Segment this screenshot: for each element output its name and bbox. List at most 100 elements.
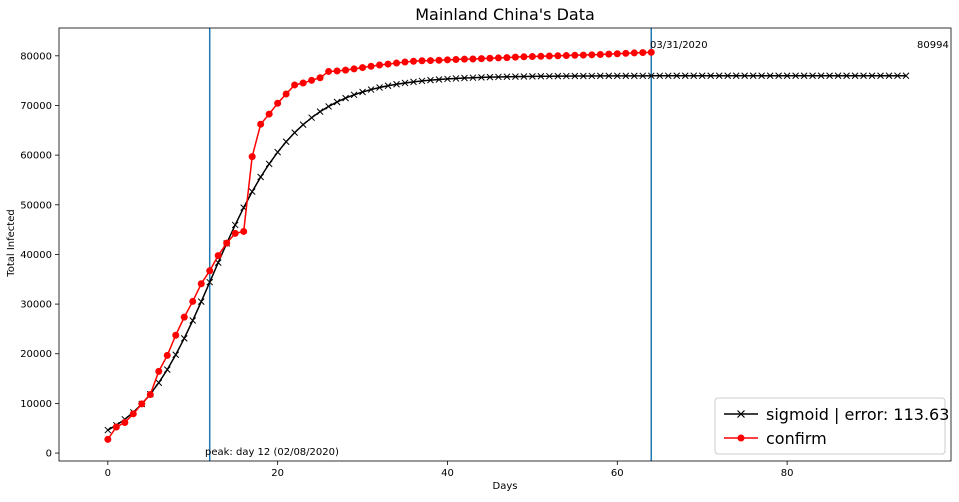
data-point xyxy=(554,72,562,80)
data-point xyxy=(155,367,163,375)
data-point xyxy=(265,160,273,168)
data-point xyxy=(112,423,120,431)
data-point xyxy=(800,72,808,80)
data-point xyxy=(520,53,528,61)
data-point xyxy=(724,72,732,80)
data-point xyxy=(639,49,647,57)
data-point xyxy=(690,72,698,80)
y-tick-label: 80000 xyxy=(20,51,52,62)
data-point xyxy=(350,65,358,73)
data-point xyxy=(537,52,545,60)
data-point xyxy=(257,120,265,128)
data-point xyxy=(529,73,536,80)
data-point xyxy=(486,73,494,81)
data-point xyxy=(325,67,333,75)
data-point xyxy=(860,72,867,80)
x-tick-label: 0 xyxy=(105,468,111,479)
data-point xyxy=(520,73,528,80)
data-point xyxy=(104,435,112,443)
data-point xyxy=(121,419,129,427)
data-point xyxy=(537,72,545,80)
data-point xyxy=(792,72,799,80)
legend-box xyxy=(714,397,946,455)
data-point xyxy=(894,72,901,80)
data-point xyxy=(494,54,502,62)
y-tick-label: 30000 xyxy=(20,300,52,311)
data-point xyxy=(257,173,265,181)
data-point xyxy=(681,72,689,80)
x-tick-label: 60 xyxy=(611,468,624,479)
data-point xyxy=(571,51,579,59)
date-annotation: 03/31/2020 xyxy=(650,40,708,51)
data-point xyxy=(664,72,672,80)
data-point xyxy=(461,74,468,82)
end-value-annotation: 80994 xyxy=(917,40,949,51)
data-point xyxy=(172,331,180,339)
data-point xyxy=(104,426,112,434)
data-point xyxy=(613,72,621,80)
chart-title: Mainland China's Data xyxy=(415,5,595,24)
data-point xyxy=(851,72,859,80)
y-tick-label: 60000 xyxy=(20,151,52,162)
data-point xyxy=(129,410,137,418)
data-point xyxy=(291,81,299,89)
series-layer xyxy=(104,48,910,443)
data-point xyxy=(528,53,536,61)
legend: sigmoid | error: 113.63 confirm xyxy=(714,397,949,455)
data-point xyxy=(885,72,893,80)
data-point xyxy=(503,73,511,81)
data-point xyxy=(359,88,366,96)
data-point xyxy=(189,297,197,305)
data-point xyxy=(741,72,749,80)
data-point xyxy=(274,148,282,156)
data-point xyxy=(758,72,765,80)
data-point xyxy=(622,49,630,57)
peak-annotation: peak: day 12 (02/08/2020) xyxy=(205,447,339,458)
data-point xyxy=(579,51,587,59)
data-point xyxy=(367,62,375,70)
data-point xyxy=(410,78,417,86)
data-point xyxy=(223,239,231,247)
data-point xyxy=(384,60,392,68)
data-point xyxy=(282,90,290,98)
data-point xyxy=(571,72,579,80)
data-point xyxy=(554,52,562,60)
data-point xyxy=(478,74,485,81)
data-point xyxy=(469,55,477,63)
data-point xyxy=(418,77,426,85)
data-point xyxy=(206,267,214,275)
data-point xyxy=(673,72,681,80)
data-point xyxy=(562,72,570,80)
data-point xyxy=(206,278,214,286)
data-point xyxy=(656,72,664,80)
data-point xyxy=(588,72,596,80)
data-point xyxy=(291,129,298,136)
data-point xyxy=(367,86,375,93)
data-point xyxy=(231,229,239,237)
legend-sigmoid-label: sigmoid | error: 113.63 xyxy=(766,405,949,424)
data-point xyxy=(766,72,774,80)
data-point xyxy=(248,153,256,161)
data-point xyxy=(427,76,434,84)
data-point xyxy=(817,72,825,80)
y-tick-label: 20000 xyxy=(20,349,52,360)
data-point xyxy=(486,54,494,62)
data-point xyxy=(435,56,443,64)
data-point xyxy=(163,351,171,359)
data-point xyxy=(826,72,833,80)
data-point xyxy=(605,50,613,58)
data-point xyxy=(605,72,613,80)
data-point xyxy=(180,313,188,321)
y-axis-label: Total Infected xyxy=(6,209,17,277)
data-point xyxy=(503,54,511,62)
data-point xyxy=(588,51,596,59)
ticks-layer: 0 20 40 60 80 0 10000 20000 30000 40000 50000 60000… xyxy=(20,51,793,479)
legend-sigmoid-marker xyxy=(737,410,745,418)
data-point xyxy=(325,103,332,110)
data-point xyxy=(545,52,553,60)
y-tick-label: 0 xyxy=(46,449,52,460)
data-point xyxy=(308,114,315,122)
data-point xyxy=(546,72,553,80)
data-point xyxy=(868,72,876,80)
